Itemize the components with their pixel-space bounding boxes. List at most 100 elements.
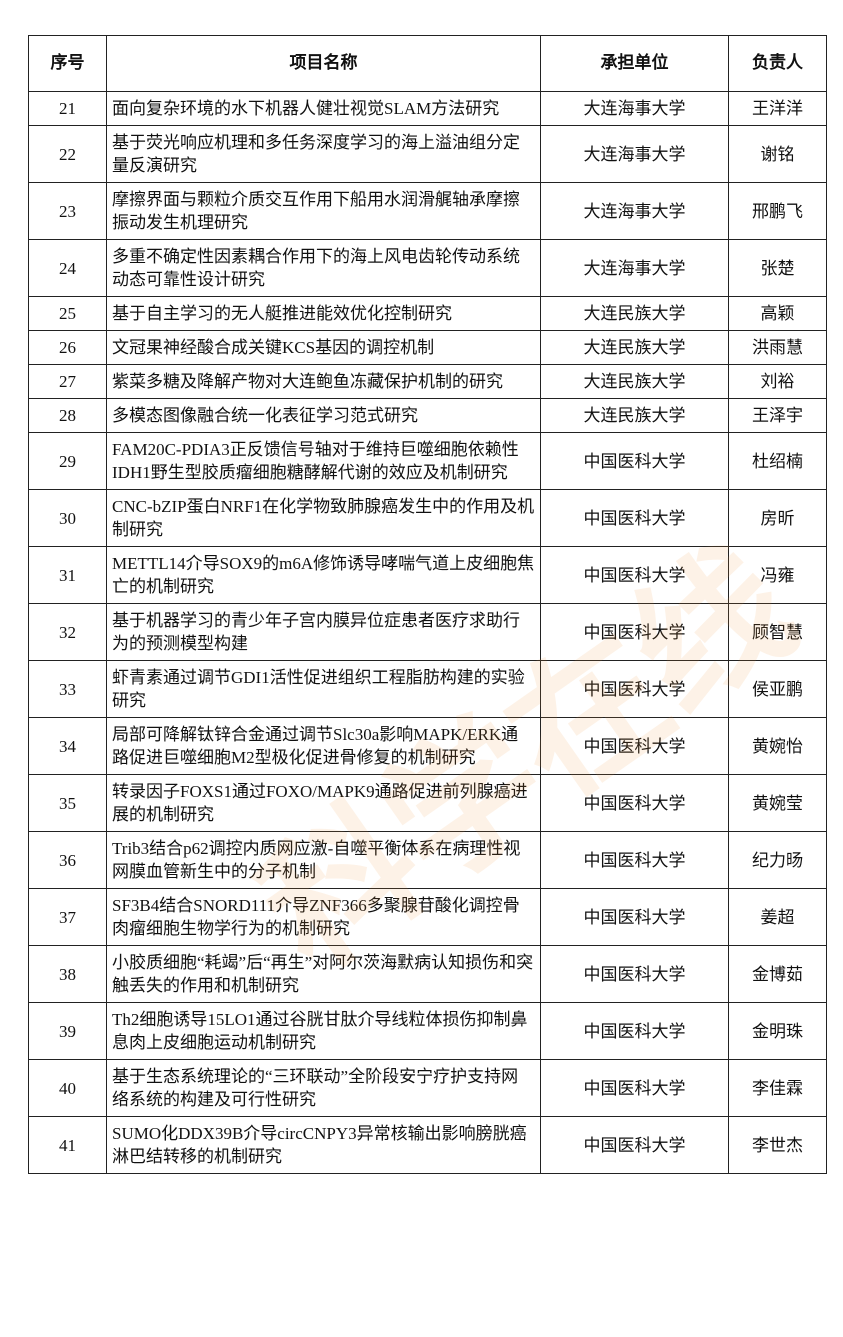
unit-cell: 中国医科大学 xyxy=(540,717,729,775)
serial-cell: 41 xyxy=(28,1116,107,1174)
unit-cell: 中国医科大学 xyxy=(540,489,729,547)
leader-cell: 房昕 xyxy=(728,489,827,547)
leader-cell: 王泽宇 xyxy=(728,398,827,433)
title-cell: 紫菜多糖及降解产物对大连鲍鱼冻藏保护机制的研究 xyxy=(106,364,541,399)
leader-cell: 黄婉莹 xyxy=(728,774,827,832)
serial-cell: 25 xyxy=(28,296,107,331)
leader-cell: 高颖 xyxy=(728,296,827,331)
leader-cell: 姜超 xyxy=(728,888,827,946)
table-row: 36 Trib3结合p62调控内质网应激-自噬平衡体系在病理性视网膜血管新生中的分… xyxy=(28,831,827,889)
leader-cell: 李世杰 xyxy=(728,1116,827,1174)
table-row: 32 基于机器学习的青少年子宫内膜异位症患者医疗求助行为的预测模型构建 中国医科大学… xyxy=(28,603,827,661)
table-row: 41 SUMO化DDX39B介导circCNPY3异常核输出影响膀胱癌淋巴结转移的… xyxy=(28,1116,827,1174)
unit-cell: 中国医科大学 xyxy=(540,432,729,490)
title-cell: 小胶质细胞“耗竭”后“再生”对阿尔茨海默病认知损伤和突触丢失的作用和机制研究 xyxy=(106,945,541,1003)
leader-cell: 黄婉怡 xyxy=(728,717,827,775)
table-row: 34 局部可降解钛锌合金通过调节Slc30a影响MAPK/ERK通路促进巨噬细胞M… xyxy=(28,717,827,775)
leader-cell: 侯亚鹏 xyxy=(728,660,827,718)
unit-cell: 中国医科大学 xyxy=(540,1002,729,1060)
unit-cell: 大连民族大学 xyxy=(540,330,729,365)
title-cell: FAM20C-PDIA3正反馈信号轴对于维持巨噬细胞依赖性IDH1野生型胶质瘤细… xyxy=(106,432,541,490)
table-row: 21 面向复杂环境的水下机器人健壮视觉SLAM方法研究 大连海事大学 王洋洋 xyxy=(28,91,827,126)
table-row: 31 METTL14介导SOX9的m6A修饰诱导哮喘气道上皮细胞焦亡的机制研究 中国… xyxy=(28,546,827,604)
leader-cell: 张楚 xyxy=(728,239,827,297)
table-row: 28 多模态图像融合统一化表征学习范式研究 大连民族大学 王泽宇 xyxy=(28,398,827,433)
leader-cell: 顾智慧 xyxy=(728,603,827,661)
serial-cell: 32 xyxy=(28,603,107,661)
title-cell: 基于荧光响应机理和多任务深度学习的海上溢油组分定量反演研究 xyxy=(106,125,541,183)
title-cell: SF3B4结合SNORD111介导ZNF366多聚腺苷酸化调控骨肉瘤细胞生物学行… xyxy=(106,888,541,946)
table-row: 27 紫菜多糖及降解产物对大连鲍鱼冻藏保护机制的研究 大连民族大学 刘裕 xyxy=(28,364,827,399)
table-row: 25 基于自主学习的无人艇推进能效优化控制研究 大连民族大学 高颖 xyxy=(28,296,827,331)
unit-cell: 大连民族大学 xyxy=(540,398,729,433)
header-row: 序号 项目名称 承担单位 负责人 xyxy=(28,35,827,92)
serial-cell: 24 xyxy=(28,239,107,297)
table-row: 24 多重不确定性因素耦合作用下的海上风电齿轮传动系统动态可靠性设计研究 大连海事大… xyxy=(28,239,827,297)
title-cell: Th2细胞诱导15LO1通过谷胱甘肽介导线粒体损伤抑制鼻息肉上皮细胞运动机制研究 xyxy=(106,1002,541,1060)
unit-cell: 中国医科大学 xyxy=(540,945,729,1003)
serial-cell: 39 xyxy=(28,1002,107,1060)
unit-cell: 大连海事大学 xyxy=(540,125,729,183)
table-row: 29 FAM20C-PDIA3正反馈信号轴对于维持巨噬细胞依赖性IDH1野生型胶质… xyxy=(28,432,827,490)
table-row: 33 虾青素通过调节GDI1活性促进组织工程脂肪构建的实验研究 中国医科大学 侯亚鹏 xyxy=(28,660,827,718)
serial-cell: 28 xyxy=(28,398,107,433)
header-cell: 序号 xyxy=(28,35,107,92)
leader-cell: 李佳霖 xyxy=(728,1059,827,1117)
title-cell: 摩擦界面与颗粒介质交互作用下船用水润滑艉轴承摩擦振动发生机理研究 xyxy=(106,182,541,240)
unit-cell: 中国医科大学 xyxy=(540,660,729,718)
unit-cell: 中国医科大学 xyxy=(540,1059,729,1117)
serial-cell: 34 xyxy=(28,717,107,775)
unit-cell: 中国医科大学 xyxy=(540,774,729,832)
project-table: 序号 项目名称 承担单位 负责人 21 面向复杂环境的水下机器人健壮视觉SLAM方法研究… xyxy=(28,35,827,1174)
unit-cell: 大连民族大学 xyxy=(540,296,729,331)
leader-cell: 邢鹏飞 xyxy=(728,182,827,240)
unit-cell: 中国医科大学 xyxy=(540,831,729,889)
table-row: 37 SF3B4结合SNORD111介导ZNF366多聚腺苷酸化调控骨肉瘤细胞生物… xyxy=(28,888,827,946)
leader-cell: 金博茹 xyxy=(728,945,827,1003)
serial-cell: 21 xyxy=(28,91,107,126)
serial-cell: 23 xyxy=(28,182,107,240)
title-cell: 虾青素通过调节GDI1活性促进组织工程脂肪构建的实验研究 xyxy=(106,660,541,718)
serial-cell: 26 xyxy=(28,330,107,365)
leader-cell: 纪力旸 xyxy=(728,831,827,889)
title-cell: 局部可降解钛锌合金通过调节Slc30a影响MAPK/ERK通路促进巨噬细胞M2型… xyxy=(106,717,541,775)
table-body: 21 面向复杂环境的水下机器人健壮视觉SLAM方法研究 大连海事大学 王洋洋 22 基于荧… xyxy=(28,91,827,1174)
table-row: 38 小胶质细胞“耗竭”后“再生”对阿尔茨海默病认知损伤和突触丢失的作用和机制研究… xyxy=(28,945,827,1003)
title-cell: Trib3结合p62调控内质网应激-自噬平衡体系在病理性视网膜血管新生中的分子机… xyxy=(106,831,541,889)
title-cell: 基于机器学习的青少年子宫内膜异位症患者医疗求助行为的预测模型构建 xyxy=(106,603,541,661)
header-cell: 负责人 xyxy=(728,35,827,92)
unit-cell: 中国医科大学 xyxy=(540,603,729,661)
leader-cell: 王洋洋 xyxy=(728,91,827,126)
table-row: 35 转录因子FOXS1通过FOXO/MAPK9通路促进前列腺癌进展的机制研究 中国… xyxy=(28,774,827,832)
serial-cell: 38 xyxy=(28,945,107,1003)
serial-cell: 36 xyxy=(28,831,107,889)
title-cell: 基于生态系统理论的“三环联动”全阶段安宁疗护支持网络系统的构建及可行性研究 xyxy=(106,1059,541,1117)
leader-cell: 洪雨慧 xyxy=(728,330,827,365)
table-row: 40 基于生态系统理论的“三环联动”全阶段安宁疗护支持网络系统的构建及可行性研究中… xyxy=(28,1059,827,1117)
header-cell: 承担单位 xyxy=(540,35,729,92)
unit-cell: 中国医科大学 xyxy=(540,546,729,604)
title-cell: 转录因子FOXS1通过FOXO/MAPK9通路促进前列腺癌进展的机制研究 xyxy=(106,774,541,832)
leader-cell: 金明珠 xyxy=(728,1002,827,1060)
serial-cell: 33 xyxy=(28,660,107,718)
unit-cell: 大连海事大学 xyxy=(540,91,729,126)
leader-cell: 刘裕 xyxy=(728,364,827,399)
serial-cell: 40 xyxy=(28,1059,107,1117)
unit-cell: 大连民族大学 xyxy=(540,364,729,399)
table-row: 39 Th2细胞诱导15LO1通过谷胱甘肽介导线粒体损伤抑制鼻息肉上皮细胞运动机制… xyxy=(28,1002,827,1060)
table-row: 23 摩擦界面与颗粒介质交互作用下船用水润滑艉轴承摩擦振动发生机理研究 大连海事大学… xyxy=(28,182,827,240)
table-row: 30 CNC-bZIP蛋白NRF1在化学物致肺腺癌发生中的作用及机制研究 中国医科大… xyxy=(28,489,827,547)
title-cell: 基于自主学习的无人艇推进能效优化控制研究 xyxy=(106,296,541,331)
serial-cell: 31 xyxy=(28,546,107,604)
title-cell: 多重不确定性因素耦合作用下的海上风电齿轮传动系统动态可靠性设计研究 xyxy=(106,239,541,297)
serial-cell: 29 xyxy=(28,432,107,490)
unit-cell: 中国医科大学 xyxy=(540,1116,729,1174)
leader-cell: 冯雍 xyxy=(728,546,827,604)
header-cell: 项目名称 xyxy=(106,35,541,92)
serial-cell: 30 xyxy=(28,489,107,547)
title-cell: SUMO化DDX39B介导circCNPY3异常核输出影响膀胱癌淋巴结转移的机制… xyxy=(106,1116,541,1174)
table-row: 26 文冠果神经酸合成关键KCS基因的调控机制 大连民族大学 洪雨慧 xyxy=(28,330,827,365)
table-row: 22 基于荧光响应机理和多任务深度学习的海上溢油组分定量反演研究 大连海事大学 谢铭 xyxy=(28,125,827,183)
title-cell: 多模态图像融合统一化表征学习范式研究 xyxy=(106,398,541,433)
